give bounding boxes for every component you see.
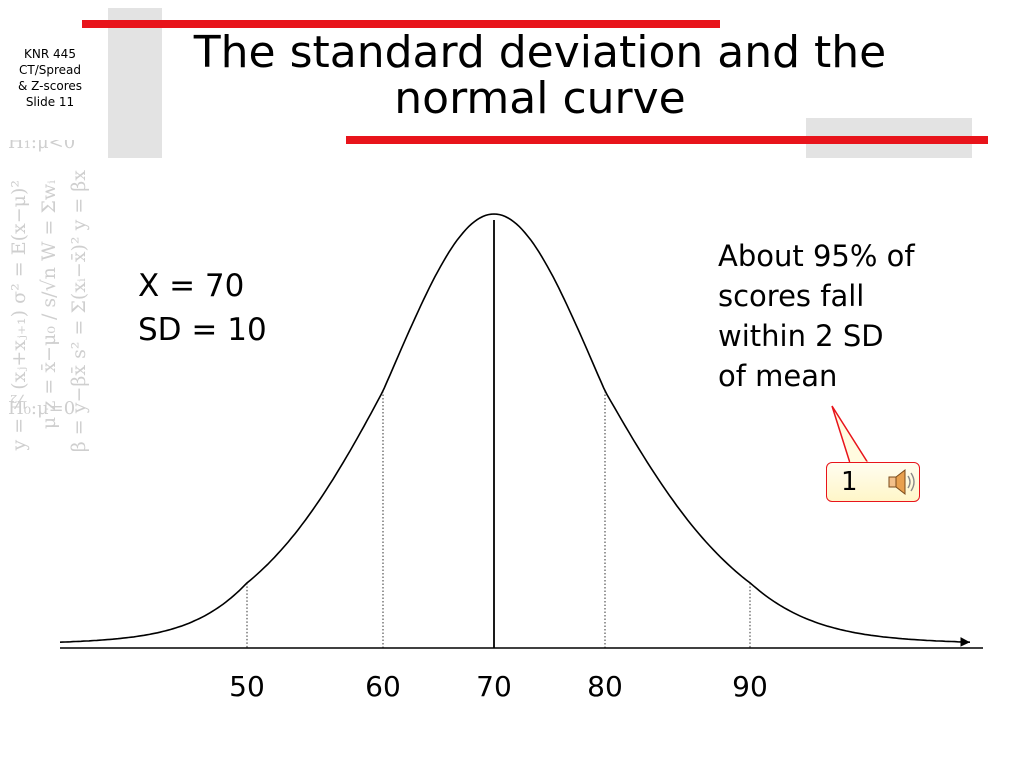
slide-label-line: & Z-scores: [17, 79, 82, 93]
speaker-icon[interactable]: [885, 466, 919, 498]
mean-text: X = 70: [138, 268, 245, 304]
x-tick-label: 80: [587, 670, 623, 703]
x-tick-label: 50: [229, 670, 265, 703]
decor-gray-bar-left: [108, 8, 162, 158]
callout-pointer: [831, 405, 870, 465]
x-tick-label: 60: [365, 670, 401, 703]
note-line: of mean: [718, 359, 838, 393]
slide-label-line: Slide 11: [25, 95, 75, 109]
sd-text: SD = 10: [138, 312, 267, 348]
title-line: normal curve: [394, 73, 686, 124]
normal-curve: [59, 213, 971, 647]
note-line: About 95% of: [718, 239, 915, 273]
watermark-h0: H₀:μ=0: [8, 398, 76, 419]
slide-label-line: KNR 445: [24, 47, 76, 61]
callout-number: 1: [841, 467, 858, 497]
x-tick-label: 70: [476, 670, 512, 703]
decor-red-bar-bottom: [346, 136, 988, 144]
note-line: within 2 SD: [718, 319, 884, 353]
formula-watermark: H₁:μ<0 H₀:μ=0 y = ½(xⱼ+xⱼ₊₁) σ² = E(x−μ)…: [8, 140, 98, 760]
audio-callout[interactable]: 1: [826, 462, 920, 502]
title-line: The standard deviation and the: [193, 27, 887, 78]
slide-label-line: CT/Spread: [18, 63, 81, 77]
note-line: scores fall: [718, 279, 865, 313]
sd-reference-lines: [246, 220, 751, 648]
note-text: About 95% of scores fall within 2 SD of …: [718, 236, 948, 396]
x-tick-label: 90: [732, 670, 768, 703]
x-tick-labels: 50 60 70 80 90: [229, 670, 768, 703]
slide-label: KNR 445 CT/Spread & Z-scores Slide 11: [6, 46, 94, 110]
decor-red-bar-top: [82, 20, 720, 28]
watermark-h1: H₁:μ<0: [8, 140, 76, 153]
stats-block: X = 70 SD = 10: [138, 264, 267, 352]
page-title: The standard deviation and the normal cu…: [160, 30, 920, 122]
